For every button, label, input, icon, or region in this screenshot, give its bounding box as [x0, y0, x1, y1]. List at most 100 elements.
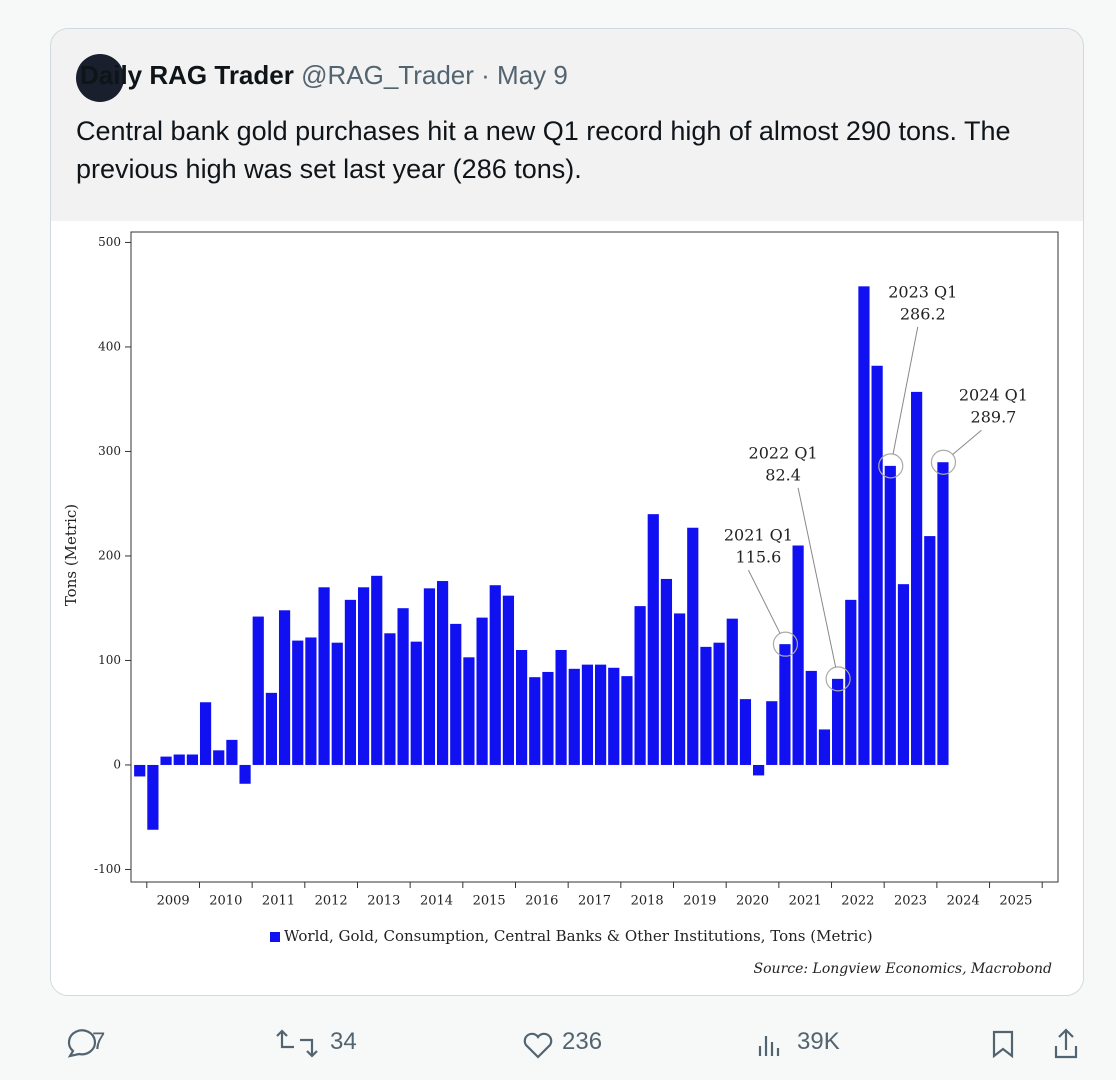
bar: [134, 764, 146, 777]
bar: [726, 618, 738, 765]
bar: [226, 739, 238, 765]
bar: [713, 642, 725, 765]
reply-icon[interactable]: [67, 1029, 97, 1058]
tweet-header: Daily RAG Trader @RAG_Trader · May 9: [80, 60, 568, 91]
bar: [937, 462, 949, 765]
bar: [766, 701, 778, 765]
y-tick-label: 400: [98, 339, 121, 353]
bar: [371, 575, 383, 765]
y-tick-label: 200: [98, 548, 121, 562]
bar: [331, 642, 343, 765]
legend-swatch: [270, 932, 280, 942]
bar: [687, 527, 699, 765]
bar: [292, 640, 304, 765]
repost-icon[interactable]: [276, 1029, 318, 1058]
bar: [845, 599, 857, 765]
footer-icons: [67, 1028, 1078, 1059]
repost-count: 34: [330, 1028, 357, 1055]
share-icon[interactable]: [1054, 1028, 1078, 1059]
x-tick-label: 2011: [262, 894, 295, 909]
bar: [595, 664, 607, 765]
annotation-circle: [930, 449, 957, 475]
bar: [252, 616, 264, 765]
annotation-circle: [825, 666, 851, 692]
bar: [423, 588, 436, 765]
bar: [318, 587, 330, 765]
x-tick-label: 2010: [209, 894, 242, 909]
bar: [581, 664, 594, 765]
view-count: 39K: [797, 1028, 840, 1055]
reply-count: 7: [92, 1028, 106, 1055]
source: Source: Longview Economics, Macrobond: [754, 961, 1052, 977]
annotation-leader: [747, 569, 781, 634]
x-tick-label: 2013: [367, 894, 400, 909]
bookmark-icon[interactable]: [992, 1030, 1014, 1059]
bar: [792, 545, 804, 765]
bar: [489, 585, 501, 765]
bar: [305, 637, 317, 765]
x-tick-label: 2020: [736, 894, 769, 909]
annotation-value: 115.6: [736, 548, 782, 567]
bar: [186, 754, 198, 765]
bar: [805, 670, 817, 765]
bar: [344, 599, 357, 765]
x-tick-label: 2012: [315, 894, 348, 909]
bar: [147, 764, 159, 830]
bar: [739, 699, 752, 765]
bar: [265, 692, 278, 765]
like-icon[interactable]: [523, 1032, 553, 1059]
annotation-value: 82.4: [765, 465, 801, 484]
bar: [871, 365, 883, 765]
like-count: 236: [562, 1028, 603, 1055]
bar: [160, 756, 172, 765]
author-name[interactable]: Daily RAG Trader: [80, 60, 294, 90]
annotation-value: 289.7: [971, 408, 1017, 427]
tweet-date[interactable]: May 9: [497, 60, 568, 90]
annotation-label: 2022 Q1: [749, 443, 818, 462]
x-tick-label: 2025: [999, 894, 1032, 909]
bar: [529, 677, 541, 765]
annotation-label: 2024 Q1: [959, 386, 1028, 405]
bar: [832, 678, 844, 765]
avatar[interactable]: [76, 54, 124, 102]
bar: [410, 641, 422, 765]
bar: [436, 581, 449, 765]
bar: [278, 610, 291, 765]
bar: [568, 668, 580, 765]
bar: [858, 286, 870, 765]
annotation-circle: [878, 453, 904, 479]
separator: ·: [481, 60, 490, 90]
bar: [555, 650, 567, 765]
bar: [515, 650, 528, 765]
bar: [173, 754, 185, 765]
bar: [199, 702, 212, 765]
x-tick-label: 2015: [473, 894, 506, 909]
legend-label: World, Gold, Consumption, Central Banks …: [284, 927, 873, 945]
plot-frame: [130, 231, 1059, 883]
bar: [818, 729, 831, 765]
x-tick-label: 2009: [157, 894, 190, 909]
annotation-circle: [772, 631, 799, 657]
x-tick-label: 2019: [683, 894, 716, 909]
bar: [384, 633, 396, 765]
x-tick-label: 2016: [525, 894, 558, 909]
author-handle[interactable]: @RAG_Trader: [301, 60, 474, 90]
bar: [897, 584, 910, 765]
annotation-label: 2021 Q1: [724, 526, 793, 545]
views-icon[interactable]: [758, 1036, 780, 1056]
bar: [463, 657, 475, 765]
y-tick-label: 300: [98, 444, 121, 458]
x-tick-label: 2022: [841, 894, 874, 909]
y-tick-label: 500: [98, 235, 121, 249]
bar: [357, 587, 370, 765]
x-tick-label: 2021: [789, 894, 822, 909]
annotation-leader: [797, 487, 837, 668]
y-tick-label: 100: [98, 653, 121, 667]
bar: [476, 617, 488, 765]
x-tick-label: 2018: [631, 894, 664, 909]
x-tick-label: 2017: [578, 894, 611, 909]
bar: [884, 465, 896, 765]
bar: [397, 608, 409, 765]
